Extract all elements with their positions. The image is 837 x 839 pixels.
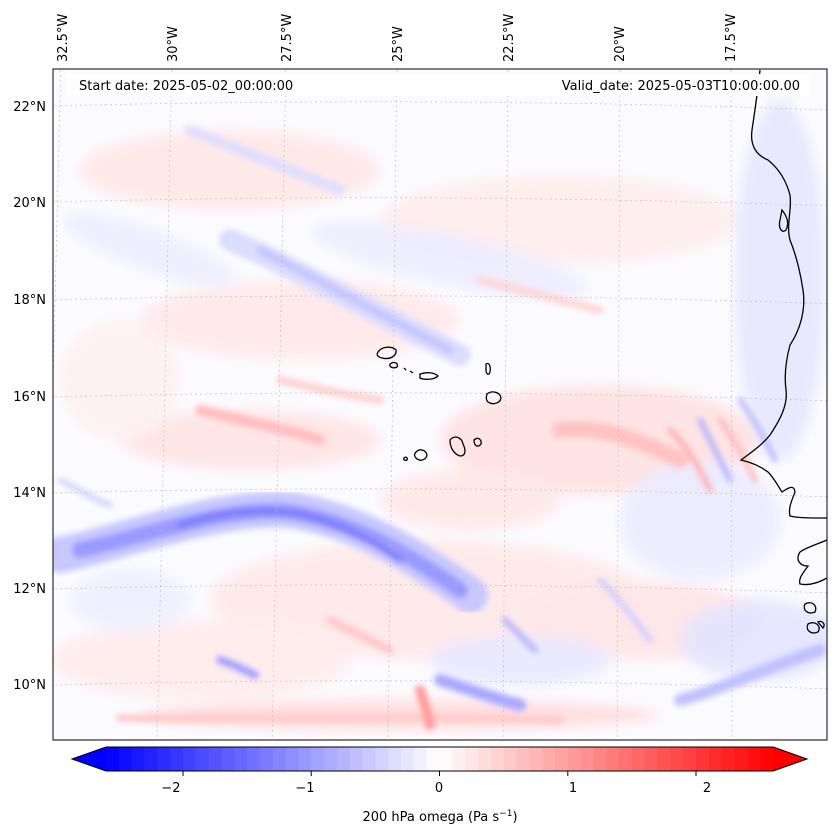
- colorbar-segment: [362, 747, 376, 771]
- colorbar-segment: [708, 747, 723, 771]
- colorbar-segment: [439, 747, 453, 771]
- colorbar-tick-label: −1: [295, 781, 314, 796]
- colorbar-segment: [426, 747, 441, 771]
- colorbar-segment: [747, 747, 761, 771]
- longitude-labels: 32.5°W 30°W 27.5°W 25°W 22.5°W 20°W 17.5…: [56, 14, 739, 62]
- colorbar-tick-label: 0: [435, 781, 443, 796]
- colorbar-segment: [760, 747, 774, 771]
- colorbar-segment: [118, 747, 133, 771]
- lat-label: 10°N: [13, 678, 46, 693]
- colorbar-segment: [490, 747, 505, 771]
- colorbar-segment: [195, 747, 210, 771]
- colorbar-segment: [336, 747, 351, 771]
- colorbar-segments: [72, 747, 807, 771]
- colorbar-segment: [298, 747, 312, 771]
- map-frame: [52, 68, 828, 741]
- colorbar-segment: [516, 747, 530, 771]
- colorbar-segment: [234, 747, 248, 771]
- colorbar-segment: [259, 747, 274, 771]
- colorbar-segment: [503, 747, 518, 771]
- colorbar-segment: [157, 747, 171, 771]
- colorbar-segment: [580, 747, 595, 771]
- colorbar-segment: [388, 747, 402, 771]
- colorbar-segment: [631, 747, 646, 771]
- colorbar-segment: [644, 747, 659, 771]
- colorbar-segment: [208, 747, 223, 771]
- valid-date-label: Valid_date: 2025-05-03T10:00:00.00: [562, 79, 800, 94]
- colorbar-segment: [401, 747, 415, 771]
- colorbar-segment: [542, 747, 556, 771]
- colorbar-tick-label: 2: [703, 781, 711, 796]
- colorbar-segment: [413, 747, 428, 771]
- cape-verde-islands: [376, 346, 502, 462]
- colorbar-segment: [477, 747, 492, 771]
- colorbar-segment: [182, 747, 197, 771]
- colorbar-segment: [324, 747, 338, 771]
- lon-label: 30°W: [166, 26, 181, 62]
- lat-label: 18°N: [13, 293, 46, 308]
- colorbar-segment: [375, 747, 389, 771]
- lat-label: 20°N: [13, 196, 46, 211]
- colorbar-segment: [247, 747, 261, 771]
- lat-label: 22°N: [13, 100, 46, 115]
- start-date-label: Start date: 2025-05-02_00:00:00: [79, 79, 293, 94]
- colorbar-segment: [606, 747, 620, 771]
- colorbar-segment: [106, 747, 120, 771]
- latitude-labels: 22°N 20°N 18°N 16°N 14°N 12°N 10°N: [13, 100, 46, 693]
- colorbar-segment: [349, 747, 364, 771]
- colorbar-extend-low: [72, 747, 106, 771]
- graticule: [53, 69, 827, 740]
- colorbar-segment: [144, 747, 158, 771]
- colorbar-segment: [554, 747, 569, 771]
- colorbar-label: 200 hPa omega (Pa s−1): [362, 809, 517, 825]
- lon-label: 17.5°W: [724, 14, 739, 62]
- colorbar-segment: [670, 747, 684, 771]
- colorbar-segment: [657, 747, 671, 771]
- colorbar-segment: [131, 747, 146, 771]
- lon-label: 27.5°W: [280, 14, 295, 62]
- header-box: [66, 74, 810, 96]
- lon-label: 22.5°W: [502, 14, 517, 62]
- colorbar-segment: [285, 747, 300, 771]
- colorbar-tick-label: −2: [161, 781, 180, 796]
- colorbar-ticks: [182, 771, 697, 776]
- colorbar: −2 −1 0 1 2 200 hPa omega (Pa s−1): [70, 746, 809, 825]
- colorbar-segment: [465, 747, 479, 771]
- colorbar-segment: [593, 747, 607, 771]
- coastline: [739, 69, 827, 634]
- colorbar-outline: [70, 746, 809, 772]
- lat-label: 16°N: [13, 390, 46, 405]
- lat-label: 14°N: [13, 486, 46, 501]
- colorbar-segment: [619, 747, 633, 771]
- colorbar-segment: [721, 747, 736, 771]
- colorbar-segment: [734, 747, 748, 771]
- lon-label: 20°W: [613, 26, 628, 62]
- lon-label: 25°W: [391, 26, 406, 62]
- lon-label: 32.5°W: [56, 14, 71, 62]
- colorbar-segment: [272, 747, 287, 771]
- colorbar-segment: [170, 747, 184, 771]
- colorbar-segment: [221, 747, 235, 771]
- omega-field: [53, 69, 827, 740]
- colorbar-segment: [529, 747, 543, 771]
- colorbar-segment: [311, 747, 325, 771]
- lat-label: 12°N: [13, 582, 46, 597]
- colorbar-segment: [567, 747, 582, 771]
- colorbar-segment: [683, 747, 697, 771]
- colorbar-tick-labels: −2 −1 0 1 2: [161, 781, 711, 796]
- colorbar-segment: [696, 747, 710, 771]
- colorbar-tick-label: 1: [569, 781, 577, 796]
- colorbar-segment: [452, 747, 466, 771]
- colorbar-extend-high: [773, 747, 807, 771]
